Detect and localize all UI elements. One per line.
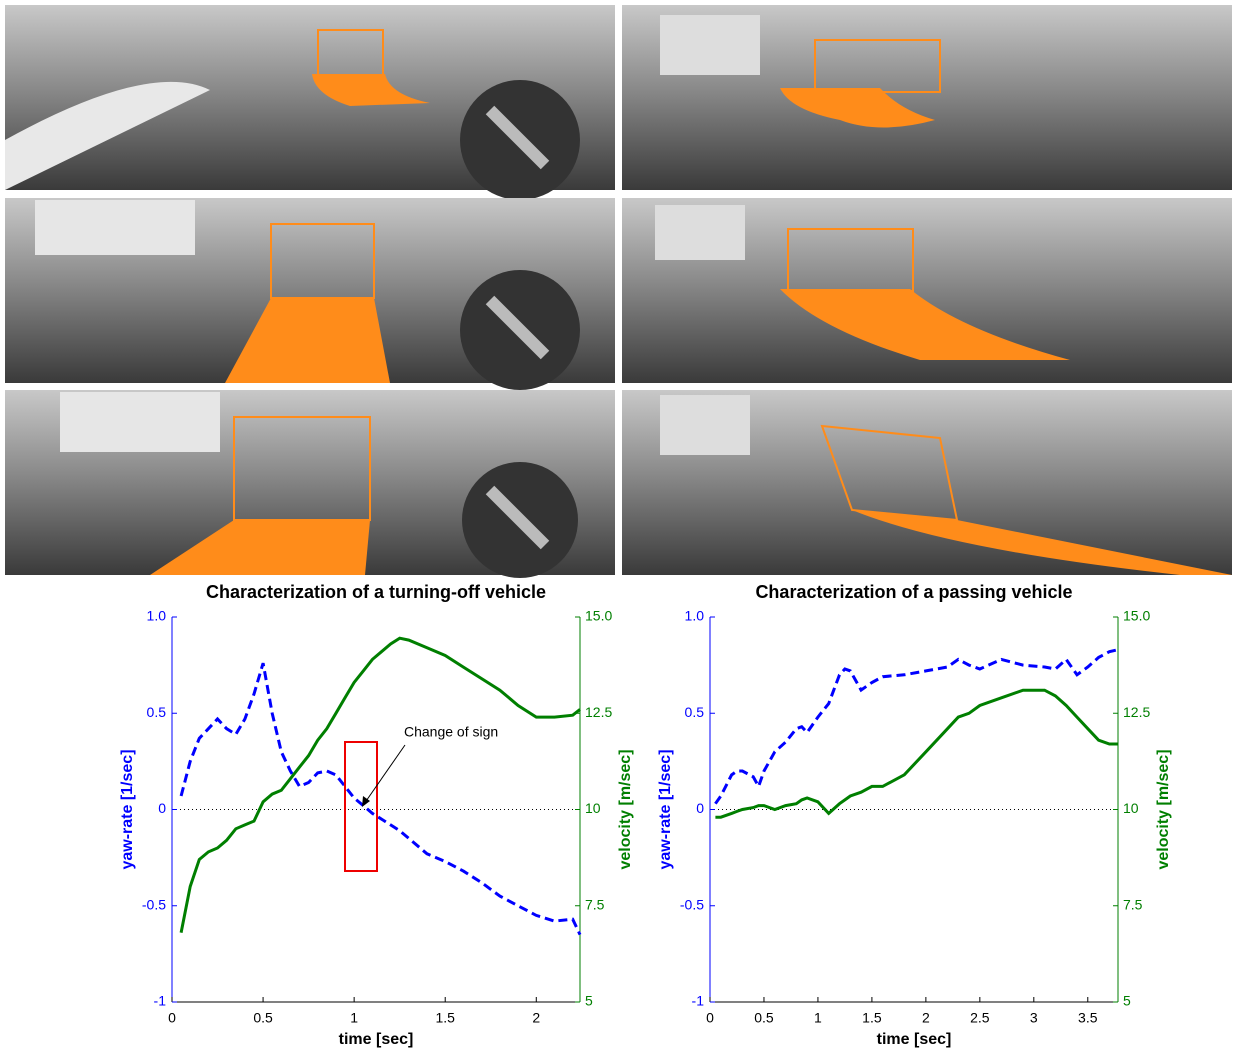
x-tick-label: 0 [706,1010,714,1026]
y2-tick-label: 12.5 [1123,704,1150,720]
y2-tick-label: 15.0 [1123,608,1150,624]
y-tick-label: -0.5 [680,896,704,912]
y-axis-label: yaw-rate [1/sec] [657,749,674,869]
series-line [715,650,1118,804]
y-tick-label: -1 [692,993,705,1009]
series-line [181,663,580,934]
y-tick-label: 1.0 [685,608,705,624]
panel [622,5,1232,190]
x-tick-label: 2 [532,1010,540,1026]
x-tick-label: 2.5 [970,1010,990,1026]
annotation-arrow [364,745,405,804]
x-tick-label: 1.5 [435,1010,455,1026]
x-tick-label: 0.5 [754,1010,774,1026]
y2-axis-label: velocity [m/sec] [617,749,634,869]
series-line [181,638,580,933]
panel [5,198,615,390]
x-tick-label: 3 [1030,1010,1038,1026]
y-tick-label: 0.5 [685,704,705,720]
y-tick-label: -0.5 [142,896,166,912]
x-axis-label: time [sec] [877,1031,952,1048]
x-tick-label: 1.5 [862,1010,882,1026]
x-tick-label: 3.5 [1078,1010,1098,1026]
y-tick-label: -1 [154,993,167,1009]
y-axis-label: yaw-rate [1/sec] [119,749,136,869]
y2-tick-label: 5 [585,993,593,1009]
y-tick-label: 0 [696,800,704,816]
y2-tick-label: 10 [585,800,601,816]
x-tick-label: 2 [922,1010,930,1026]
chart-title: Characterization of a passing vehicle [755,582,1072,602]
panel [622,390,1232,575]
annotation: Change of sign [404,724,498,740]
y-tick-label: 0.5 [147,704,167,720]
chart-title: Characterization of a turning-off vehicl… [206,582,546,602]
y-tick-label: 1.0 [147,608,167,624]
x-tick-label: 1 [814,1010,822,1026]
y2-tick-label: 15.0 [585,608,612,624]
x-tick-label: 0 [168,1010,176,1026]
y2-axis-label: velocity [m/sec] [1155,749,1172,869]
x-tick-label: 1 [350,1010,358,1026]
x-tick-label: 0.5 [253,1010,273,1026]
y2-tick-label: 7.5 [1123,896,1143,912]
figure: Characterization of a turning-off vehicl… [0,0,1236,1053]
panel [5,390,615,578]
panel [5,5,615,200]
highlight-box [345,742,377,871]
y2-tick-label: 7.5 [585,896,605,912]
y2-tick-label: 5 [1123,993,1131,1009]
y-tick-label: 0 [158,800,166,816]
x-axis-label: time [sec] [339,1031,414,1048]
camera-panels [5,5,1232,578]
series-line [715,690,1118,817]
y2-tick-label: 10 [1123,800,1139,816]
y2-tick-label: 12.5 [585,704,612,720]
panel [622,198,1232,383]
